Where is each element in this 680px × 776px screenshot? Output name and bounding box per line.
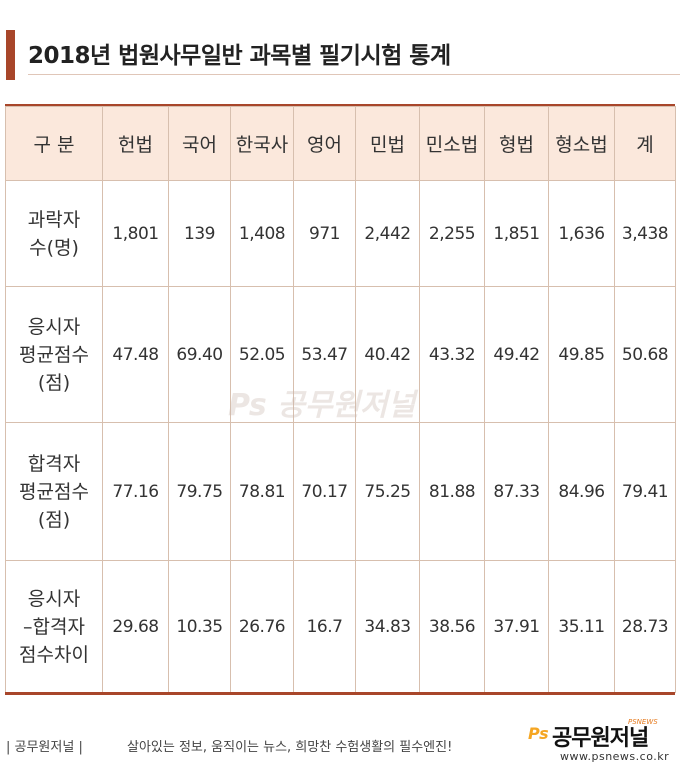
table-cell: 75.25: [355, 422, 420, 561]
title-divider: [28, 74, 680, 75]
table-cell: 2,442: [355, 180, 420, 287]
table-cell: 53.47: [293, 286, 356, 423]
table-cell: 43.32: [419, 286, 485, 423]
table-cell: 87.33: [484, 422, 549, 561]
table-row-applicant-average: 응시자 평균점수 (점) 47.48 69.40 52.05 53.47 40.…: [5, 286, 676, 423]
table-row-score-gap: 응시자 –합격자 점수차이 29.68 10.35 26.76 16.7 34.…: [5, 560, 676, 693]
header-cell-total: 계: [614, 106, 676, 181]
table-cell: 49.85: [548, 286, 615, 423]
table-cell: 37.91: [484, 560, 549, 693]
table-cell: 34.83: [355, 560, 420, 693]
table-bottom-rule: [5, 692, 675, 695]
logo-name: 공무원저널: [552, 726, 649, 751]
table-cell: 81.88: [419, 422, 485, 561]
table-cell: 29.68: [102, 560, 169, 693]
header-cell-korean-history: 한국사: [230, 106, 294, 181]
row-label-passer-average: 합격자 평균점수 (점): [5, 422, 103, 561]
row-label-line: (점): [37, 371, 71, 394]
table-cell: 69.40: [168, 286, 231, 423]
table-cell: 79.41: [614, 422, 676, 561]
row-label-line: 응시자: [27, 315, 81, 338]
watermark-name: 공무원저널: [277, 388, 416, 423]
table-cell: 38.56: [419, 560, 485, 693]
header-cell-civil-law: 민법: [355, 106, 420, 181]
title-accent-bar: [6, 30, 15, 80]
header-cell-constitution: 헌법: [102, 106, 169, 181]
table-row-fail-count: 과락자 수(명) 1,801 139 1,408 971 2,442 2,255…: [5, 180, 676, 287]
table-cell: 1,636: [548, 180, 615, 287]
table-cell: 50.68: [614, 286, 676, 423]
table-cell: 47.48: [102, 286, 169, 423]
table-row-passer-average: 합격자 평균점수 (점) 77.16 79.75 78.81 70.17 75.…: [5, 422, 676, 561]
title-bar: 2018년 법원사무일반 과목별 필기시험 통계: [0, 26, 680, 80]
table-cell: 1,801: [102, 180, 169, 287]
footer-slogan: 살아있는 정보, 움직이는 뉴스, 희망찬 수험생활의 필수엔진!: [127, 740, 453, 755]
row-label-line: –합격자: [23, 615, 85, 638]
row-label-line: 평균점수: [19, 480, 89, 503]
header-cell-english: 영어: [293, 106, 356, 181]
table-cell: 70.17: [293, 422, 356, 561]
site-url-link[interactable]: www.psnews.co.kr: [560, 750, 670, 763]
footer-brand: | 공무원저널 |: [6, 740, 83, 755]
header-cell-criminal-procedure: 형소법: [548, 106, 615, 181]
table-cell: 84.96: [548, 422, 615, 561]
row-label-fail-count: 과락자 수(명): [5, 180, 103, 287]
row-label-line: 과락자: [27, 208, 81, 231]
logo-ps-mark: Ps: [528, 724, 549, 743]
table-cell: 28.73: [614, 560, 676, 693]
row-label-line: 수(명): [29, 236, 79, 259]
row-label-score-gap: 응시자 –합격자 점수차이: [5, 560, 103, 693]
brand-logo[interactable]: Ps 공무원저널 PSNEWS: [528, 718, 676, 751]
table-cell: 35.11: [548, 560, 615, 693]
page-title: 2018년 법원사무일반 과목별 필기시험 통계: [28, 43, 451, 69]
table-top-rule: [5, 104, 675, 107]
row-label-line: 응시자: [27, 587, 81, 610]
table-cell: 2,255: [419, 180, 485, 287]
row-label-line: 합격자: [27, 452, 81, 475]
watermark-ps: Ps: [228, 388, 267, 423]
row-label-applicant-average: 응시자 평균점수 (점): [5, 286, 103, 423]
table-cell: 139: [168, 180, 231, 287]
header-cell-criminal-law: 형법: [484, 106, 549, 181]
row-label-line: 평균점수: [19, 343, 89, 366]
table-cell: 77.16: [102, 422, 169, 561]
table-cell: 971: [293, 180, 356, 287]
row-label-line: 점수차이: [19, 643, 89, 666]
table-header-row: 구 분 헌법 국어 한국사 영어 민법 민소법 형법 형소법 계: [5, 106, 676, 181]
logo-tag: PSNEWS: [628, 718, 658, 726]
table-cell: 78.81: [230, 422, 294, 561]
table-cell: 1,408: [230, 180, 294, 287]
table-cell: 10.35: [168, 560, 231, 693]
watermark-logo: Ps 공무원저널: [228, 380, 415, 424]
table-cell: 26.76: [230, 560, 294, 693]
table-cell: 49.42: [484, 286, 549, 423]
footer: | 공무원저널 | 살아있는 정보, 움직이는 뉴스, 희망찬 수험생활의 필수…: [0, 718, 680, 766]
table-cell: 16.7: [293, 560, 356, 693]
header-cell-category: 구 분: [5, 106, 103, 181]
table-cell: 40.42: [355, 286, 420, 423]
table-cell: 3,438: [614, 180, 676, 287]
table-cell: 79.75: [168, 422, 231, 561]
table-cell: 1,851: [484, 180, 549, 287]
header-cell-korean: 국어: [168, 106, 231, 181]
header-cell-civil-procedure: 민소법: [419, 106, 485, 181]
row-label-line: (점): [37, 508, 71, 531]
